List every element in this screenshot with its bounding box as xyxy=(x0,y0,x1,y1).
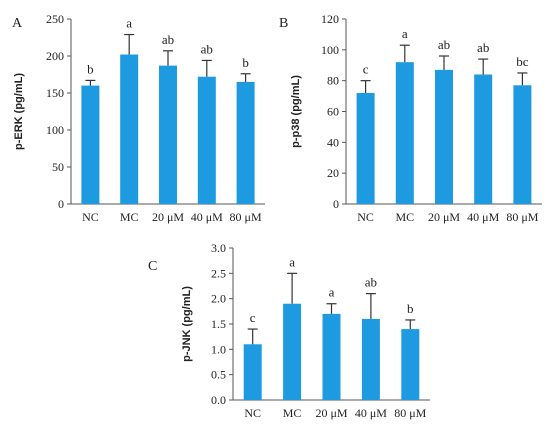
significance-label: a xyxy=(126,16,132,31)
y-axis-label: p-ERK (pg/mL) xyxy=(13,73,25,150)
x-tick-label: MC xyxy=(120,210,139,224)
bar xyxy=(401,329,420,400)
panel-b-chart: 0 20 40 60 80 100 120 c NC a MC ab 20 μM ab 40 μM bc 80 … xyxy=(279,12,542,224)
y-tick-label: 0.0 xyxy=(211,393,226,407)
x-tick-label: 40 μM xyxy=(355,406,387,420)
x-tick-label: NC xyxy=(357,210,374,224)
x-tick-label: 20 μM xyxy=(152,210,184,224)
significance-label: c xyxy=(250,310,256,325)
y-tick-label: 150 xyxy=(46,86,64,100)
y-tick-label: 50 xyxy=(52,160,64,174)
significance-label: c xyxy=(363,62,369,77)
significance-label: a xyxy=(289,254,295,269)
y-axis-label: p-JNK (pg/mL) xyxy=(181,286,193,362)
bar xyxy=(120,54,139,204)
y-tick-label: 100 xyxy=(46,123,64,137)
x-tick-label: 20 μM xyxy=(428,210,460,224)
y-tick-label: 100 xyxy=(321,43,339,57)
y-axis-label: p-p38 (pg/mL) xyxy=(290,75,302,148)
bar xyxy=(283,303,302,400)
panel-label: B xyxy=(279,16,288,31)
x-tick-label: MC xyxy=(283,406,302,420)
y-tick-label: 40 xyxy=(327,135,339,149)
panel-c-chart: 0.0 0.5 1.0 1.5 2.0 2.5 3.0 c NC a MC a 20 μM ab 40 μM… xyxy=(148,241,430,420)
panel-label: A xyxy=(12,16,23,31)
x-tick-label: 20 μM xyxy=(315,406,347,420)
bar xyxy=(159,65,177,205)
x-tick-label: NC xyxy=(244,406,261,420)
bar xyxy=(356,93,375,204)
bar xyxy=(322,313,341,400)
significance-label: ab xyxy=(162,32,174,47)
x-tick-label: 40 μM xyxy=(467,210,499,224)
bar xyxy=(435,69,453,204)
y-tick-label: 1.5 xyxy=(211,317,226,331)
y-tick-label: 0 xyxy=(58,197,64,211)
y-tick-label: 3.0 xyxy=(211,241,226,255)
x-tick-label: MC xyxy=(395,210,414,224)
significance-label: ab xyxy=(201,41,213,56)
panel-a-chart: 0 50 100 150 200 250 b NC a MC ab 20 μM ab 40 μM b 80 μ… xyxy=(12,12,265,224)
panel-label: C xyxy=(148,259,157,274)
bar xyxy=(81,85,100,204)
bar xyxy=(243,344,262,400)
y-tick-label: 0 xyxy=(333,197,339,211)
significance-label: b xyxy=(407,301,414,316)
significance-label: ab xyxy=(438,37,450,52)
y-tick-label: 2.5 xyxy=(211,266,226,280)
bar xyxy=(395,62,414,204)
y-tick-label: 0.5 xyxy=(211,368,226,382)
x-tick-label: 40 μM xyxy=(191,210,223,224)
y-tick-label: 200 xyxy=(46,49,64,63)
significance-label: a xyxy=(402,26,408,41)
y-tick-label: 1.0 xyxy=(211,342,226,356)
x-tick-label: 80 μM xyxy=(506,210,538,224)
y-tick-label: 80 xyxy=(327,74,339,88)
significance-label: ab xyxy=(365,275,377,290)
bar xyxy=(513,85,532,204)
significance-label: ab xyxy=(477,40,489,55)
significance-label: b xyxy=(87,61,94,76)
bar xyxy=(361,318,380,400)
y-tick-label: 20 xyxy=(327,166,339,180)
y-tick-label: 120 xyxy=(321,12,339,26)
y-tick-label: 60 xyxy=(327,105,339,119)
y-tick-label: 250 xyxy=(46,12,64,26)
x-tick-label: 80 μM xyxy=(230,210,262,224)
significance-label: a xyxy=(329,285,335,300)
significance-label: b xyxy=(242,55,249,70)
y-tick-label: 2.0 xyxy=(211,292,226,306)
x-tick-label: NC xyxy=(82,210,99,224)
significance-label: bc xyxy=(516,54,529,69)
x-tick-label: 80 μM xyxy=(394,406,426,420)
bar xyxy=(474,74,493,204)
bar xyxy=(236,81,255,204)
bar xyxy=(197,76,216,204)
